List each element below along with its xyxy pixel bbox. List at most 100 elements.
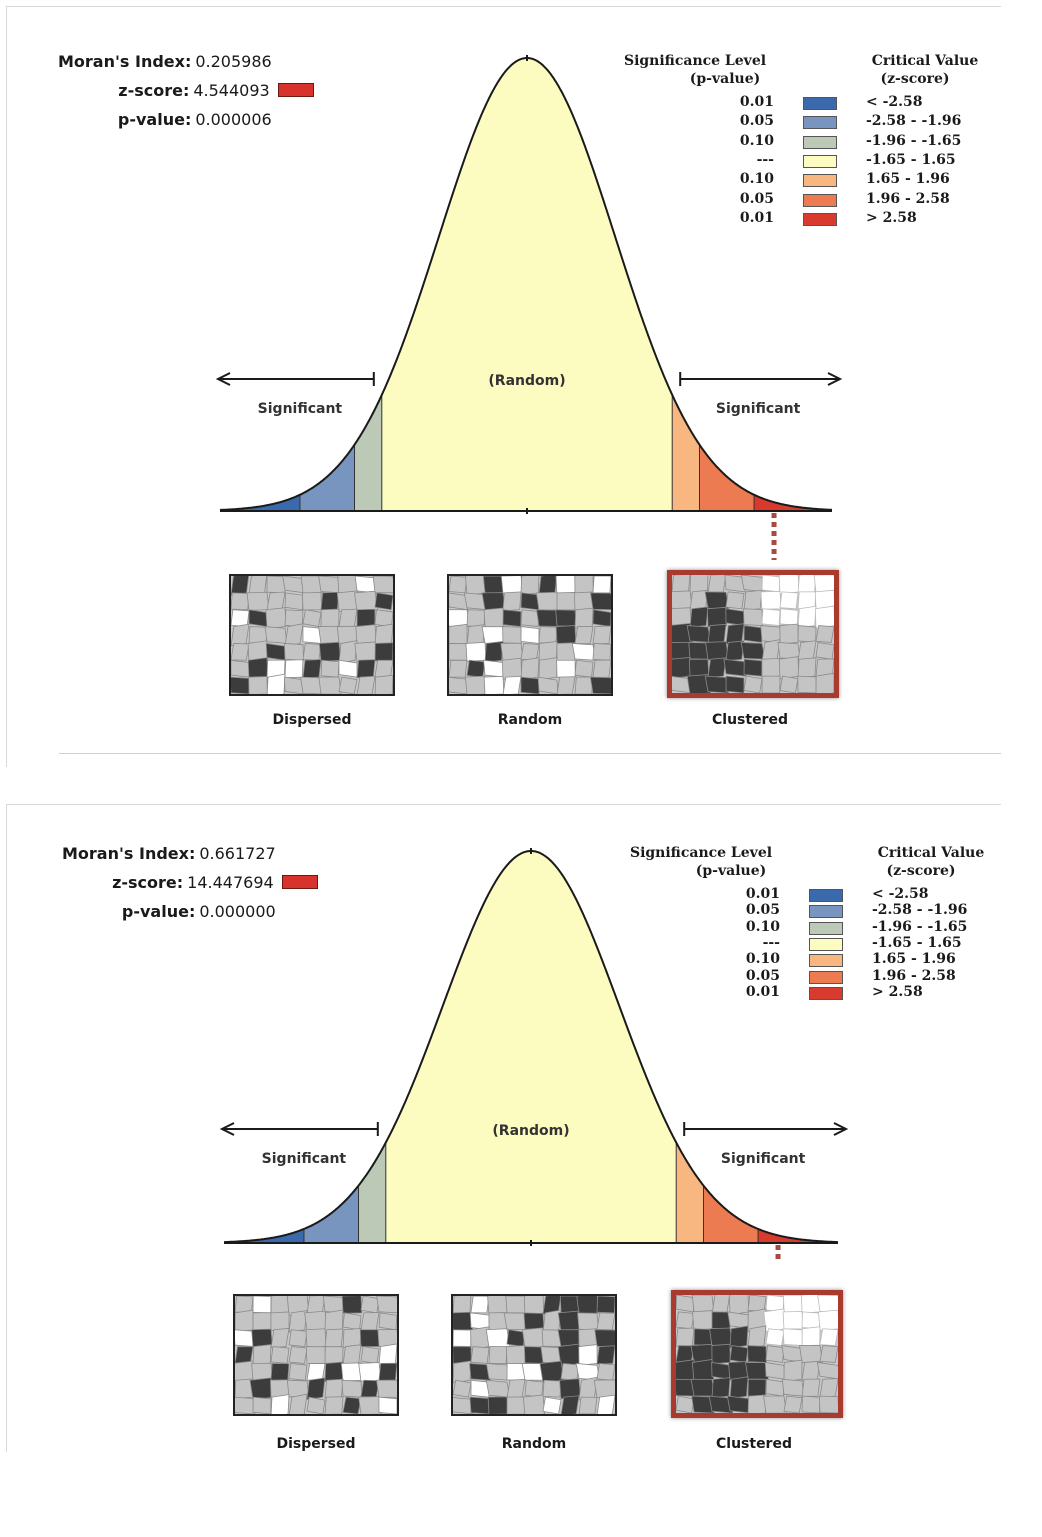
right-significance-arrow [679,372,843,386]
curve-region [358,1142,386,1243]
curve-region [676,1142,704,1243]
legend-row: 0.10 1.65 - 1.96 [616,951,1016,970]
morans-panel-1: Moran's Index: 0.205986 z-score: 4.544093 … [0,0,1042,745]
legend-row: 0.01 < -2.58 [616,886,1016,905]
z-score-value: 4.544093 [193,81,270,100]
z-score-indicator [277,83,314,97]
legend-swatch [803,174,837,188]
legend-row: 0.10 -1.96 - -1.65 [610,133,1010,152]
divider [59,753,1001,754]
dispersed-label: Dispersed [276,1436,356,1452]
legend-swatch [809,889,843,902]
p-value-level: 0.05 [739,190,774,207]
morans-index-value: 0.205986 [195,52,272,71]
critical-value-range: < -2.58 [872,886,929,902]
legend-swatch [803,154,837,168]
critical-value-range: 1.65 - 1.96 [866,171,950,188]
critical-value-range: -2.58 - -1.96 [866,113,962,130]
random-map-label: Random [501,1436,567,1452]
curve-region [381,58,673,511]
legend-row: 0.10 -1.96 - -1.65 [616,919,1016,938]
critical-value-range: -1.96 - -1.65 [872,918,968,935]
morans-index-value: 0.661727 [199,844,276,863]
legend-swatch [809,970,843,984]
significance-header: Significance Level [629,845,773,861]
z-score-label: z-score: [118,81,190,100]
right-significant-label: Significant [721,1151,806,1167]
legend-row: 0.05 -2.58 - -1.96 [610,113,1010,132]
critical-value-subheader: (z-score) [886,863,956,879]
curve-region [224,1228,304,1243]
dispersed-label: Dispersed [272,712,352,728]
p-value-value: 0.000000 [199,902,276,921]
p-value-level: 0.05 [745,902,780,919]
left-significance-arrow [215,372,375,386]
legend-row: 0.05 1.96 - 2.58 [616,968,1016,987]
clustered-map [667,570,839,698]
critical-value-range: -1.65 - 1.65 [866,151,956,168]
panel-frame-top [6,6,1001,767]
p-value-label: p-value: [117,110,192,129]
random-label: (Random) [492,1123,569,1139]
critical-value-range: -2.58 - -1.96 [872,902,968,919]
critical-value-range: > 2.58 [866,209,917,226]
legend-swatch [809,921,843,935]
critical-value-range: -1.65 - 1.65 [872,934,962,951]
p-value-level: 0.05 [739,113,774,130]
morans-index-row: Moran's Index: 0.661727 [62,839,318,868]
legend-row: --- -1.65 - 1.65 [616,935,1016,954]
random-map [447,574,613,696]
curve-region [672,394,700,511]
stats-block: Moran's Index: 0.205986 z-score: 4.544093 … [58,47,314,134]
random-map [451,1294,617,1416]
random-map-label: Random [497,712,563,728]
curve-region [754,494,832,511]
p-value-level: --- [756,151,774,168]
legend-swatch [809,937,843,951]
p-value-label: p-value: [121,902,196,921]
critical-value-range: 1.96 - 2.58 [866,190,950,207]
normal-curve: (Random) Significant Significant [219,848,849,1262]
legend-row: --- -1.65 - 1.65 [610,152,1010,171]
p-value-level: 0.01 [745,983,780,1000]
critical-value-range: 1.65 - 1.96 [872,951,956,968]
legend-swatch [809,986,843,1000]
p-value-value: 0.000006 [195,110,272,129]
dispersed-map [233,1294,399,1416]
legend-swatch [803,212,837,226]
random-label: (Random) [488,373,565,389]
curve-region [758,1228,838,1243]
left-significant-label: Significant [258,401,343,417]
legend-swatch [803,193,837,207]
critical-value-range: < -2.58 [866,94,923,110]
right-significance-arrow [683,1122,849,1136]
p-value-row: p-value: 0.000006 [58,105,314,134]
legend-row: 0.05 -2.58 - -1.96 [616,902,1016,921]
right-significant-label: Significant [716,401,801,417]
p-value-level: 0.10 [739,171,774,188]
p-value-level: 0.05 [745,967,780,984]
legend-swatch [809,905,843,919]
normal-curve: (Random) Significant Significant [215,55,843,560]
curve-region [354,394,382,511]
significance-subheader: (p-value) [695,863,767,879]
significance-subheader: (p-value) [689,71,761,87]
legend-swatch [803,97,837,110]
left-significant-label: Significant [262,1151,347,1167]
p-value-level: 0.10 [745,951,780,968]
legend-row: 0.01 < -2.58 [610,94,1010,113]
morans-index-label: Moran's Index: [58,52,192,71]
significance-header: Significance Level [623,53,767,69]
z-score-row: z-score: 14.447694 [62,868,318,897]
p-value-level: 0.01 [739,209,774,226]
critical-value-range: -1.96 - -1.65 [866,132,962,149]
clustered-label: Clustered [712,712,788,728]
legend-swatch [803,135,837,149]
stats-block: Moran's Index: 0.661727 z-score: 14.447694… [62,839,318,926]
p-value-row: p-value: 0.000000 [62,897,318,926]
p-value-level: 0.10 [739,132,774,149]
morans-index-label: Moran's Index: [62,844,196,863]
dispersed-map [229,574,395,696]
legend-swatch [803,116,837,130]
z-score-value: 14.447694 [187,873,274,892]
